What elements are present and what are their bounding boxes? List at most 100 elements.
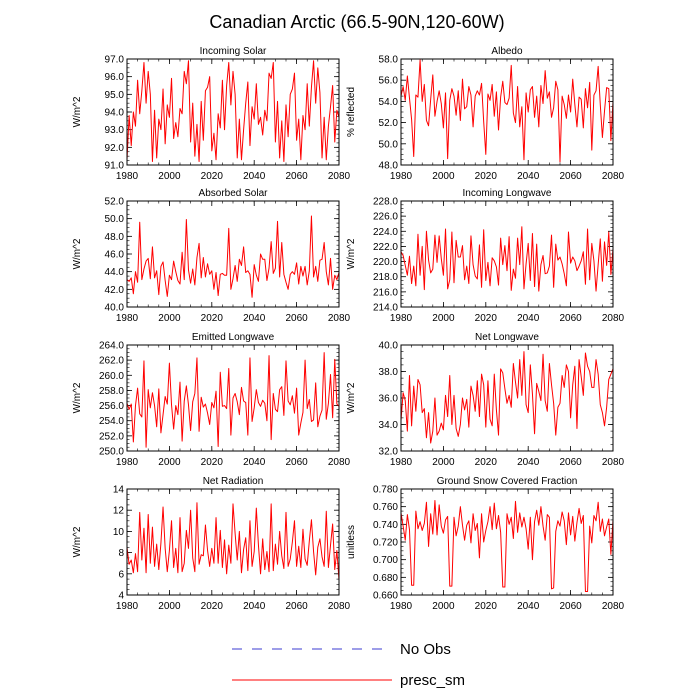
x-tick-label: 1980 bbox=[116, 171, 139, 182]
x-tick-label: 2040 bbox=[243, 171, 266, 182]
y-axis-label: unitless bbox=[346, 525, 357, 559]
y-tick-label: 260.0 bbox=[99, 371, 124, 382]
panel-ground-snow-covered-fraction: Ground Snow Covered Fraction unitless 1980… bbox=[346, 476, 625, 612]
y-tick-label: 4 bbox=[118, 591, 124, 602]
y-tick-label: 214.0 bbox=[373, 303, 398, 314]
y-tick-label: 48.0 bbox=[105, 232, 125, 243]
x-tick-label: 2060 bbox=[559, 601, 582, 612]
y-tick-label: 224.0 bbox=[373, 227, 398, 238]
x-tick-label: 2020 bbox=[475, 313, 498, 324]
x-tick-label: 2060 bbox=[285, 313, 308, 324]
x-tick-label: 2060 bbox=[559, 313, 582, 324]
x-tick-label: 2060 bbox=[285, 601, 308, 612]
y-tick-label: 34.0 bbox=[379, 420, 399, 431]
y-tick-label: 264.0 bbox=[99, 341, 124, 352]
y-tick-label: 50.0 bbox=[105, 214, 125, 225]
y-tick-label: 222.0 bbox=[373, 242, 398, 253]
y-tick-label: 258.0 bbox=[99, 386, 124, 397]
panel-grid: Incoming Solar W/m^2 1980 2000 2020 2040 2060 2… bbox=[72, 46, 625, 612]
x-tick-label: 2020 bbox=[201, 171, 224, 182]
y-tick-label: 0.720 bbox=[373, 538, 398, 549]
panel-incoming-longwave: Incoming Longwave W/m^2 1980 2000 2020 2040 20… bbox=[346, 188, 625, 324]
x-tick-label: 2000 bbox=[158, 313, 181, 324]
y-axis-label: % reflected bbox=[346, 87, 357, 137]
legend-label-presc-sm: presc_sm bbox=[400, 672, 465, 689]
y-tick-label: 40.0 bbox=[105, 303, 125, 314]
panel-title: Emitted Longwave bbox=[192, 332, 275, 343]
plot-frame bbox=[400, 344, 614, 452]
y-tick-label: 40.0 bbox=[379, 341, 399, 352]
x-tick-label: 2040 bbox=[243, 601, 266, 612]
x-tick-label: 2020 bbox=[475, 601, 498, 612]
y-tick-label: 0.660 bbox=[373, 591, 398, 602]
plot-frame bbox=[126, 488, 340, 596]
panel-albedo: Albedo % reflected 1980 2000 2020 2040 2060 208… bbox=[346, 46, 625, 182]
panel-incoming-solar: Incoming Solar W/m^2 1980 2000 2020 2040 2060 2… bbox=[72, 46, 351, 182]
panel-net-longwave: Net Longwave W/m^2 1980 2000 2020 2040 2060 208… bbox=[346, 332, 625, 468]
y-tick-label: 94.0 bbox=[105, 108, 125, 119]
x-tick-label: 2040 bbox=[517, 601, 540, 612]
x-tick-label: 2000 bbox=[432, 171, 455, 182]
x-tick-label: 1980 bbox=[116, 313, 139, 324]
panel-net-radiation: Net Radiation W/m^2 1980 2000 2020 2040 2060 20… bbox=[72, 476, 351, 612]
panel-title: Absorbed Solar bbox=[199, 188, 269, 199]
x-tick-label: 2080 bbox=[328, 457, 351, 468]
y-tick-label: 0.760 bbox=[373, 502, 398, 513]
x-tick-label: 2060 bbox=[285, 171, 308, 182]
y-tick-label: 12 bbox=[113, 506, 125, 517]
series-line-presc-sm bbox=[126, 215, 340, 298]
y-tick-label: 92.0 bbox=[105, 143, 125, 154]
x-tick-label: 2020 bbox=[201, 601, 224, 612]
y-tick-label: 14 bbox=[113, 485, 125, 496]
y-tick-label: 0.740 bbox=[373, 520, 398, 531]
y-tick-label: 228.0 bbox=[373, 197, 398, 208]
panel-absorbed-solar: Absorbed Solar W/m^2 1980 2000 2020 2040 2060 2… bbox=[72, 188, 351, 324]
x-tick-label: 2020 bbox=[475, 457, 498, 468]
y-axis-label: W/m^2 bbox=[72, 526, 83, 557]
y-tick-label: 252.0 bbox=[99, 431, 124, 442]
y-tick-label: 96.0 bbox=[105, 72, 125, 83]
y-tick-label: 0.780 bbox=[373, 485, 398, 496]
x-tick-label: 2040 bbox=[243, 313, 266, 324]
y-tick-label: 8 bbox=[118, 548, 124, 559]
x-tick-label: 1980 bbox=[390, 171, 413, 182]
y-tick-label: 0.680 bbox=[373, 573, 398, 584]
y-tick-label: 44.0 bbox=[105, 267, 125, 278]
y-tick-label: 54.0 bbox=[379, 97, 399, 108]
y-tick-label: 262.0 bbox=[99, 356, 124, 367]
y-axis-label: W/m^2 bbox=[346, 238, 357, 269]
plot-frame bbox=[126, 344, 340, 452]
x-tick-label: 2080 bbox=[602, 457, 625, 468]
plot-frame bbox=[400, 488, 614, 596]
panel-title: Net Radiation bbox=[203, 476, 264, 487]
y-tick-label: 10 bbox=[113, 527, 125, 538]
x-tick-label: 2080 bbox=[602, 601, 625, 612]
figure-title: Canadian Arctic (66.5-90N,120-60W) bbox=[209, 12, 504, 32]
series-line-presc-sm bbox=[400, 499, 614, 592]
x-tick-label: 2020 bbox=[475, 171, 498, 182]
series-line-presc-sm bbox=[400, 351, 614, 444]
x-tick-label: 2000 bbox=[432, 313, 455, 324]
panel-title: Albedo bbox=[491, 46, 523, 57]
y-axis-label: W/m^2 bbox=[346, 382, 357, 413]
y-tick-label: 52.0 bbox=[379, 118, 399, 129]
y-tick-label: 216.0 bbox=[373, 287, 398, 298]
panel-title: Net Longwave bbox=[475, 332, 539, 343]
y-tick-label: 46.0 bbox=[105, 250, 125, 261]
x-tick-label: 2060 bbox=[285, 457, 308, 468]
y-tick-label: 0.700 bbox=[373, 555, 398, 566]
panel-title: Ground Snow Covered Fraction bbox=[437, 476, 578, 487]
panel-emitted-longwave: Emitted Longwave W/m^2 1980 2000 2020 2040 206… bbox=[72, 332, 351, 468]
x-tick-label: 2080 bbox=[328, 601, 351, 612]
legend-label-no-obs: No Obs bbox=[400, 641, 451, 658]
legend: No Obs presc_sm bbox=[232, 641, 465, 689]
y-tick-label: 256.0 bbox=[99, 401, 124, 412]
y-tick-label: 93.0 bbox=[105, 125, 125, 136]
series-line-presc-sm bbox=[126, 60, 340, 162]
y-tick-label: 48.0 bbox=[379, 161, 399, 172]
y-axis-label: W/m^2 bbox=[72, 96, 83, 127]
x-tick-label: 2040 bbox=[517, 457, 540, 468]
y-tick-label: 52.0 bbox=[105, 197, 125, 208]
x-tick-label: 1980 bbox=[116, 601, 139, 612]
